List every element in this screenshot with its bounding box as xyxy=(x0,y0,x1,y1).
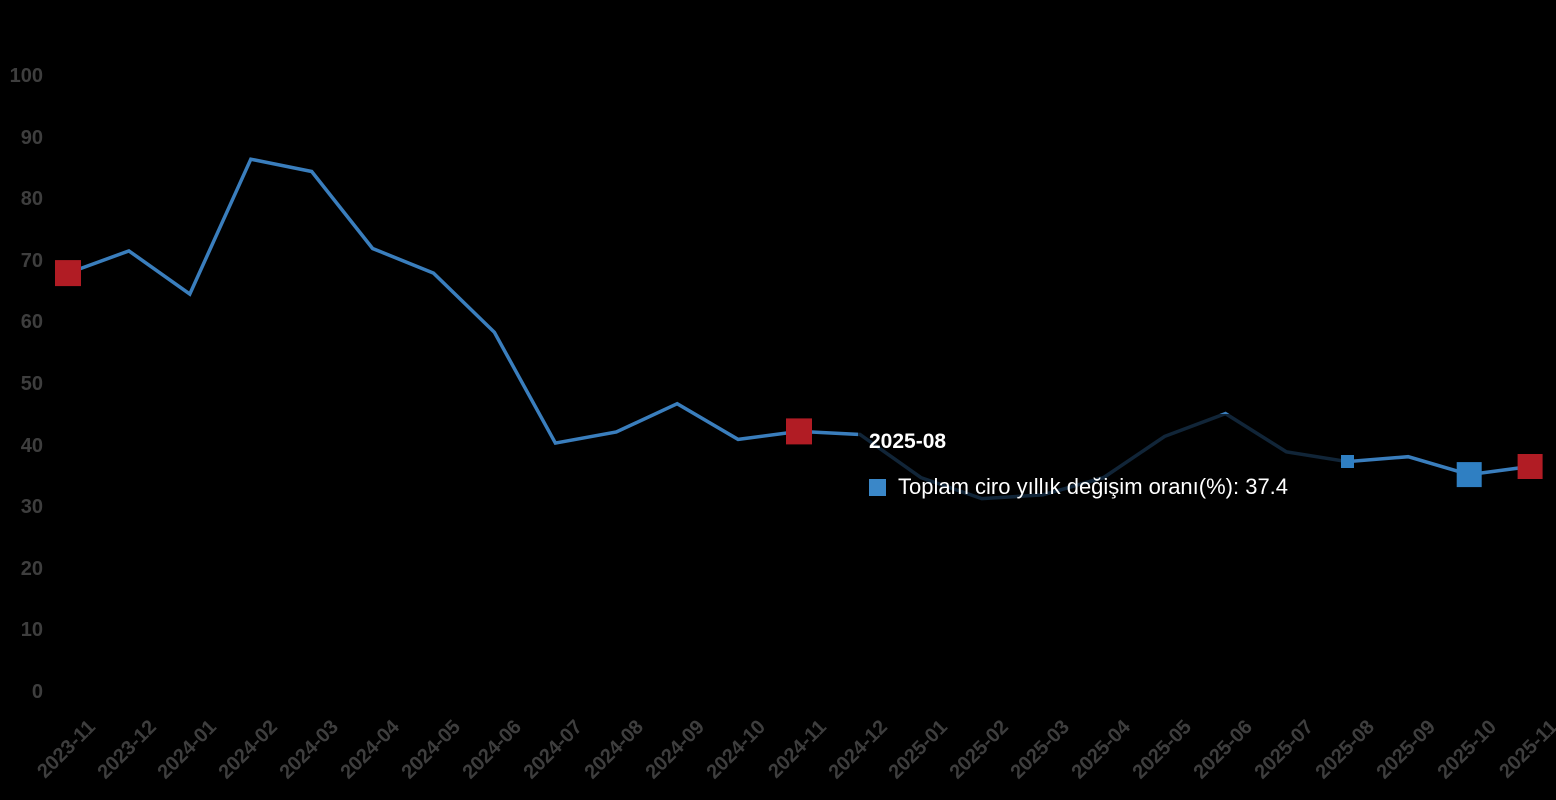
y-axis-tick-label: 40 xyxy=(20,434,43,457)
hovered-point-marker[interactable] xyxy=(1340,455,1354,469)
y-axis-tick-label: 100 xyxy=(9,65,43,87)
data-point-marker-2025-10[interactable] xyxy=(1456,462,1482,488)
y-axis-tick-label: 60 xyxy=(20,311,43,334)
tooltip-series-marker-icon xyxy=(869,478,886,496)
y-axis-tick-label: 50 xyxy=(20,373,43,395)
y-axis-tick-label: 30 xyxy=(20,496,43,519)
y-axis-tick-label: 80 xyxy=(20,188,43,211)
y-axis-tick-label: 70 xyxy=(20,249,43,272)
tooltip-series-text: Toplam ciro yıllık değişim oranı(%): 37.… xyxy=(898,474,1289,499)
y-axis-tick-label: 90 xyxy=(20,126,43,149)
tooltip: 2025-08 Toplam ciro yıllık değişim oranı… xyxy=(858,414,1354,514)
tooltip-title: 2025-08 xyxy=(869,430,947,453)
y-axis-tick-label: 10 xyxy=(20,619,43,642)
tooltip-series-row: Toplam ciro yıllık değişim oranı(%): 37.… xyxy=(869,474,1344,500)
data-point-marker-2025-11[interactable] xyxy=(1517,454,1543,479)
data-point-marker-2024-11[interactable] xyxy=(786,418,812,445)
y-axis-tick-label: 20 xyxy=(20,557,43,580)
data-point-marker-2023-11[interactable] xyxy=(55,260,81,287)
y-axis-tick-label: 0 xyxy=(31,681,43,703)
